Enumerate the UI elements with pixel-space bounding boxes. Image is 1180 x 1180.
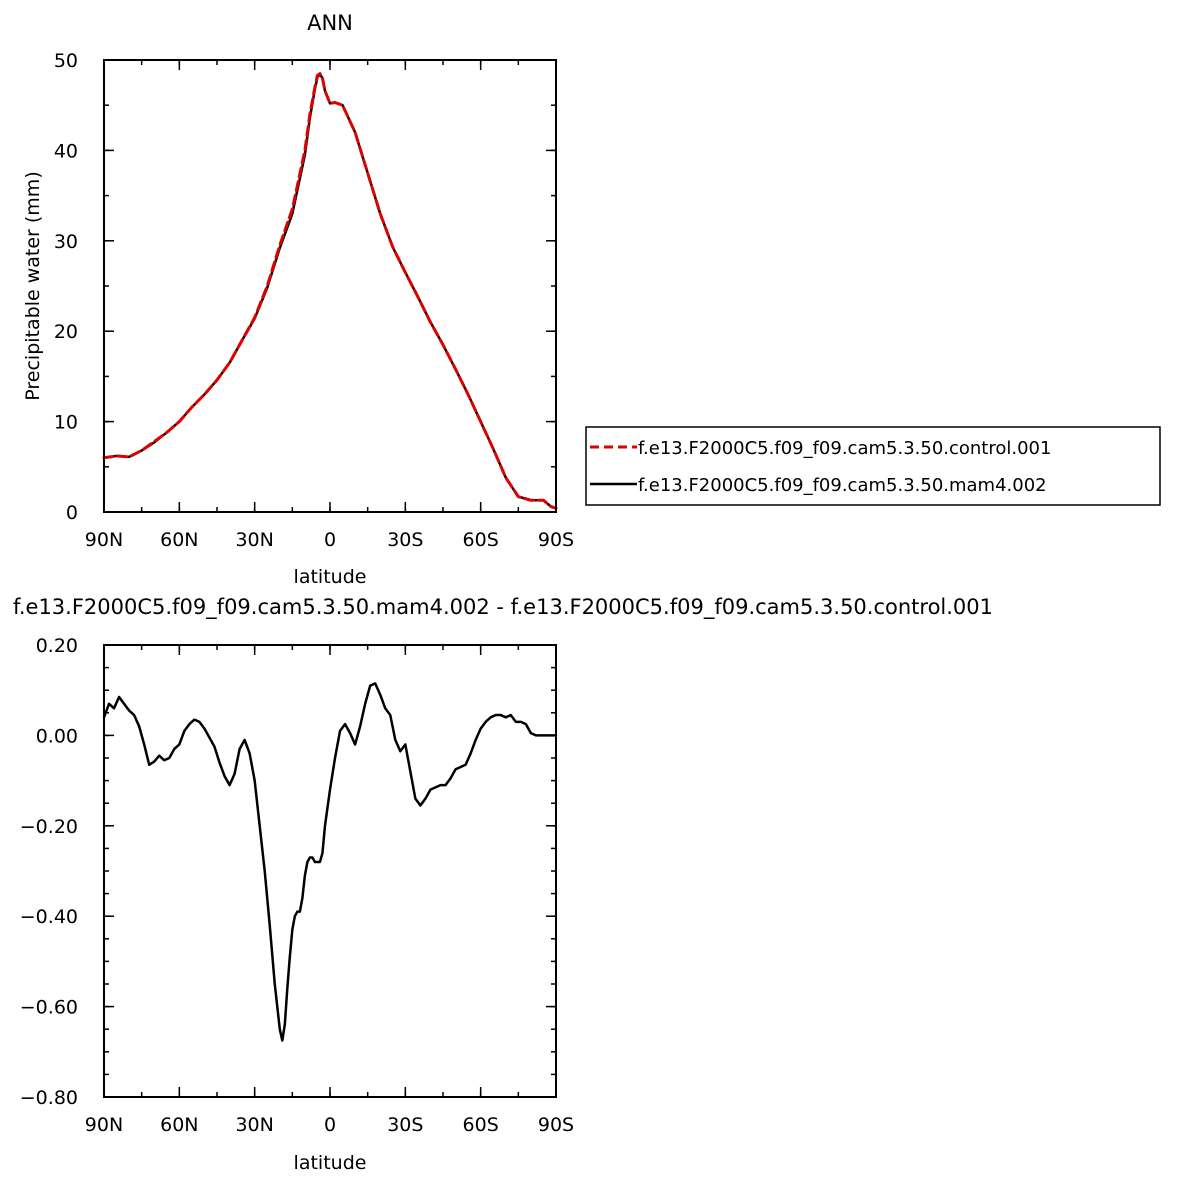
panel-top-x-tick-label: 60S [463, 529, 499, 551]
panel-bottom-y-tick-label: 0.20 [36, 635, 78, 657]
panel-top-series-line-1 [102, 73, 558, 510]
panel-bottom-x-tick-label: 90N [85, 1114, 123, 1136]
panel-top-x-axis-label: latitude [294, 566, 367, 588]
panel-top-series-lines [102, 72, 558, 510]
panel-top-x-tick-label: 30S [387, 529, 423, 551]
panel-bottom-y-tick-labels: 0.20 0.00 −0.20 −0.40 −0.60 −0.80 [20, 635, 78, 1109]
legend-box [585, 426, 1161, 506]
panel-top-x-tick-label: 0 [324, 529, 336, 551]
panel-bottom-x-tick-label: 0 [324, 1114, 336, 1136]
panel-bottom-y-tick-label: −0.20 [20, 816, 78, 838]
panel-bottom-series-line-0 [102, 682, 558, 1042]
panel-bottom-y-tick-label: −0.80 [20, 1087, 78, 1109]
panel-top-y-tick-label: 10 [54, 412, 78, 434]
panel-bottom-x-tick-label: 30N [235, 1114, 273, 1136]
panel-top-y-tick-label: 20 [54, 321, 78, 343]
legend-entry-mam4: f.e13.F2000C5.f09_f09.cam5.3.50.mam4.002 [638, 475, 1047, 496]
panel-bottom-series-lines [102, 682, 558, 1042]
panel-precipitable-water: ANN 90N 60N 30N 0 30S 60S 90S 0 10 20 30 40 50 lati… [22, 11, 574, 588]
panel-top-x-tick-label: 90S [538, 529, 574, 551]
panel-top-y-tick-label: 40 [54, 140, 78, 162]
panel-bottom-y-tick-label: 0.00 [36, 725, 78, 747]
panel-top-y-tick-label: 30 [54, 231, 78, 253]
panel-top-x-tick-label: 90N [85, 529, 123, 551]
panel-top-ticks [103, 59, 557, 513]
panel-bottom-x-tick-label: 90S [538, 1114, 574, 1136]
panel-top-title: ANN [307, 11, 353, 35]
panel-bottom-y-tick-label: −0.60 [20, 997, 78, 1019]
panel-top-y-tick-label: 50 [54, 50, 78, 72]
panel-bottom-y-tick-label: −0.40 [20, 906, 78, 928]
panel-top-x-tick-label: 30N [235, 529, 273, 551]
panel-bottom-ticks [103, 644, 557, 1098]
panel-top-y-axis-label: Precipitable water (mm) [22, 171, 44, 400]
panel-bottom-x-tick-label: 60N [160, 1114, 198, 1136]
panel-bottom-x-axis-label: latitude [294, 1152, 367, 1174]
panel-bottom-plot-frame [103, 644, 557, 1098]
panel-top-plot-frame [103, 59, 557, 513]
panel-top-y-tick-labels: 0 10 20 30 40 50 [54, 50, 78, 524]
panel-top-x-tick-labels: 90N 60N 30N 0 30S 60S 90S [85, 529, 574, 551]
panel-bottom-x-tick-label: 60S [463, 1114, 499, 1136]
panel-top-y-tick-label: 0 [66, 502, 78, 524]
panel-bottom-x-tick-label: 30S [387, 1114, 423, 1136]
panel-bottom-x-tick-labels: 90N 60N 30N 0 30S 60S 90S [85, 1114, 574, 1136]
panel-top-series-line-0 [102, 72, 558, 510]
legend: f.e13.F2000C5.f09_f09.cam5.3.50.control.… [585, 426, 1161, 506]
panel-top-x-tick-label: 60N [160, 529, 198, 551]
legend-entry-control: f.e13.F2000C5.f09_f09.cam5.3.50.control.… [638, 438, 1051, 459]
panel-bottom-title: f.e13.F2000C5.f09_f09.cam5.3.50.mam4.002… [13, 595, 993, 620]
panel-difference: f.e13.F2000C5.f09_f09.cam5.3.50.mam4.002… [13, 595, 993, 1174]
